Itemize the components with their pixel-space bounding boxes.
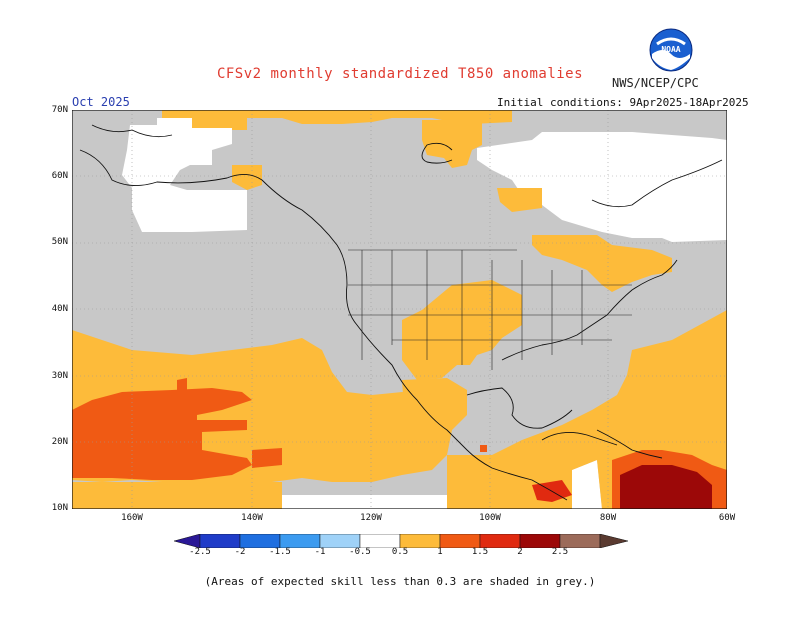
lon-label: 80W <box>599 513 617 523</box>
anomaly-area-great-lakes <box>532 235 672 292</box>
lat-label: 70N <box>51 105 68 115</box>
noaa-logo-text: NOAA <box>661 45 680 54</box>
map-us-state-borders <box>348 249 632 370</box>
anomaly-area-caribbean-darkred <box>620 465 712 509</box>
colorbar-label: 2.5 <box>551 547 569 557</box>
lat-label: 30N <box>51 371 68 381</box>
white-region-caribbean <box>572 460 602 509</box>
anomaly-area-hawaii-red-north <box>177 378 187 395</box>
colorbar-label: -1.5 <box>269 547 291 557</box>
skill-footnote: (Areas of expected skill less than 0.3 a… <box>204 575 596 588</box>
white-region-canada-east <box>477 132 727 242</box>
colorbar-segment <box>439 534 481 548</box>
anomaly-area-bottom-band <box>72 482 282 509</box>
anomaly-map <box>72 110 727 509</box>
colorbar-label: -0.5 <box>349 547 371 557</box>
anomaly-area-canada-mid <box>497 188 542 212</box>
colorbar-label: -1 <box>314 547 326 557</box>
anomaly-area-hawaii-red <box>72 388 252 480</box>
white-region-pacific-south <box>282 495 447 509</box>
lon-label: 60W <box>718 513 736 523</box>
colorbar-label: 2 <box>517 547 523 557</box>
colorbar-label: -2 <box>234 547 246 557</box>
colorbar-segment <box>399 534 441 548</box>
colorbar-segment <box>239 534 281 548</box>
forecast-month: Oct 2025 <box>72 95 130 109</box>
colorbar-segment <box>359 534 401 548</box>
colorbar-segment <box>479 534 521 548</box>
anomaly-area-north-rim <box>162 110 432 130</box>
lat-label: 20N <box>51 437 68 447</box>
colorbar-segment <box>174 534 201 548</box>
noaa-logo-icon: NOAA <box>649 28 693 72</box>
lat-label: 60N <box>51 171 68 181</box>
anomaly-area-hudson <box>422 120 482 168</box>
initial-conditions: Initial conditions: 9Apr2025-18Apr2025 <box>497 96 749 109</box>
agency-label: NWS/NCEP/CPC <box>612 76 699 90</box>
colorbar-segment <box>599 534 628 548</box>
colorbar-segment <box>559 534 601 548</box>
colorbar-segment <box>199 534 241 548</box>
lat-label: 50N <box>51 237 68 247</box>
lat-label: 40N <box>51 304 68 314</box>
colorbar-label: 1.5 <box>471 547 489 557</box>
colorbar-segment <box>279 534 321 548</box>
colorbar <box>174 534 628 548</box>
lat-label: 10N <box>51 503 68 513</box>
lon-label: 100W <box>479 513 501 523</box>
colorbar-segment <box>519 534 561 548</box>
anomaly-area-central-red <box>252 448 282 468</box>
map-gridlines <box>72 110 727 509</box>
anomaly-area-gulf-red <box>480 445 487 452</box>
map-title: CFSv2 monthly standardized T850 anomalie… <box>216 66 584 82</box>
white-region-alaska <box>122 118 247 232</box>
colorbar-label: -2.5 <box>189 547 211 557</box>
anomaly-area-alaska-coast <box>232 165 262 190</box>
colorbar-label: 1 <box>437 547 443 557</box>
lon-label: 140W <box>241 513 263 523</box>
lon-label: 120W <box>360 513 382 523</box>
colorbar-label: 0.5 <box>391 547 409 557</box>
lon-label: 160W <box>121 513 143 523</box>
colorbar-segment <box>319 534 361 548</box>
